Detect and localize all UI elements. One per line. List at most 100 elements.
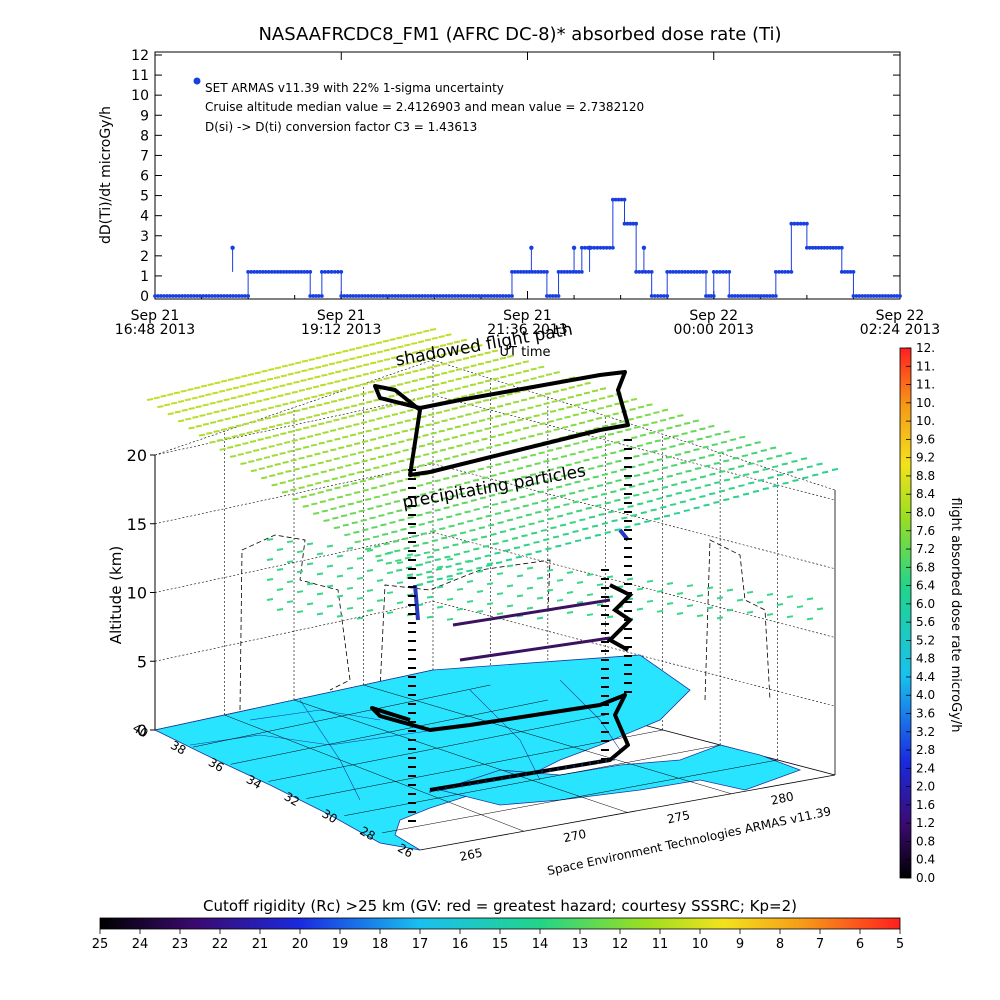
particle-dash (669, 503, 677, 507)
particle-dash (439, 527, 446, 531)
particle-dash (606, 575, 614, 579)
particle-dash (760, 449, 767, 453)
particle-dash (459, 405, 466, 408)
particle-dash (611, 519, 618, 523)
dose-data-point (813, 245, 818, 250)
particle-dash (587, 486, 594, 490)
particle-dash (680, 461, 687, 465)
particle-dash (462, 347, 469, 351)
dose-colorbar-tick-label: 5.2 (916, 633, 935, 647)
particle-dash (728, 467, 735, 471)
particle-dash (533, 481, 541, 485)
particle-dash (336, 554, 344, 558)
particle-dash (289, 400, 296, 404)
particle-dash (455, 358, 462, 362)
dose-data-point (753, 294, 758, 298)
particle-dash (191, 396, 198, 400)
particle-dash (624, 476, 631, 480)
particle-dash (427, 461, 434, 465)
particle-dash (434, 479, 441, 483)
particle-dash (426, 366, 434, 370)
dose-data-point (456, 294, 460, 298)
dose-data-point (414, 294, 419, 298)
particle-dash (430, 431, 437, 435)
particle-dash (717, 451, 724, 455)
particle-dash (308, 405, 316, 409)
particle-dash (393, 500, 401, 504)
particle-dash (588, 515, 596, 519)
particle-dash (831, 468, 839, 471)
particle-dash (472, 478, 480, 482)
particle-dash (525, 464, 532, 468)
dose-data-point (477, 294, 481, 298)
particle-dash (586, 613, 594, 617)
dose-colorbar-tick-label: 4.4 (916, 670, 935, 684)
dose-data-point (822, 245, 827, 250)
particle-dash (307, 377, 314, 381)
particle-dash (431, 539, 439, 543)
particle-dash (422, 502, 430, 505)
particle-dash (371, 525, 378, 529)
dose-colorbar-tick-label: 6.8 (916, 560, 935, 574)
particle-dash (219, 447, 226, 451)
dose-colorbar-tick-label: 8.8 (916, 469, 935, 483)
particle-dash (461, 540, 469, 544)
particle-dash (503, 480, 510, 484)
dose-data-point (332, 270, 337, 274)
particle-dash (504, 402, 512, 406)
particle-dash (666, 582, 674, 585)
particle-dash (546, 588, 554, 592)
dose-colorbar-tick-label: 2.0 (916, 780, 935, 794)
particle-dash (681, 432, 688, 436)
dose-data-point (839, 245, 844, 250)
particle-dash (227, 378, 235, 381)
particle-dash (522, 379, 530, 383)
particle-dash (509, 527, 516, 531)
particle-dash (349, 433, 357, 437)
particle-dash (225, 388, 233, 392)
particle-dash (576, 383, 583, 387)
particle-dash (656, 497, 663, 501)
particle-dash (348, 348, 356, 351)
particle-dash (482, 398, 490, 402)
particle-dash (491, 502, 499, 506)
particle-dash (383, 377, 390, 380)
particle-dash (446, 577, 454, 581)
dose-data-point (465, 294, 469, 298)
particle-dash (359, 479, 366, 483)
x-tick-label-time: 19:12 2013 (301, 322, 381, 338)
dose-data-point (240, 294, 245, 298)
particle-dash (696, 614, 704, 618)
mid-path-lower-leg (459, 636, 611, 662)
particle-dash (597, 464, 604, 468)
particle-dash (452, 455, 459, 458)
dose-data-point (432, 294, 437, 298)
particle-dash (538, 375, 545, 379)
particle-dash (646, 579, 654, 583)
dose-data-point (390, 294, 395, 298)
rigidity-colorbar-tick-label: 11 (652, 937, 669, 952)
particle-dash (666, 426, 673, 430)
particle-dash (314, 375, 321, 379)
particle-dash (466, 580, 474, 583)
particle-dash (398, 440, 405, 444)
particle-dash (516, 515, 523, 519)
particle-dash (499, 530, 507, 534)
particle-dash (353, 491, 361, 495)
particle-dash (484, 554, 491, 558)
particle-dash (733, 495, 740, 499)
particle-dash (746, 590, 754, 594)
particle-dash (340, 388, 347, 391)
particle-dash (261, 369, 268, 373)
particle-dash (456, 607, 464, 611)
particle-dash (723, 459, 730, 463)
particle-dash (316, 552, 324, 556)
particle-dash (718, 489, 726, 493)
dose-colorbar-tick-label: 11. (916, 378, 935, 392)
particle-dash (629, 407, 636, 411)
particle-dash (539, 422, 546, 426)
particle-dash (209, 401, 216, 405)
particle-dash (469, 450, 476, 454)
latitude-tick-label: 36 (206, 755, 226, 775)
